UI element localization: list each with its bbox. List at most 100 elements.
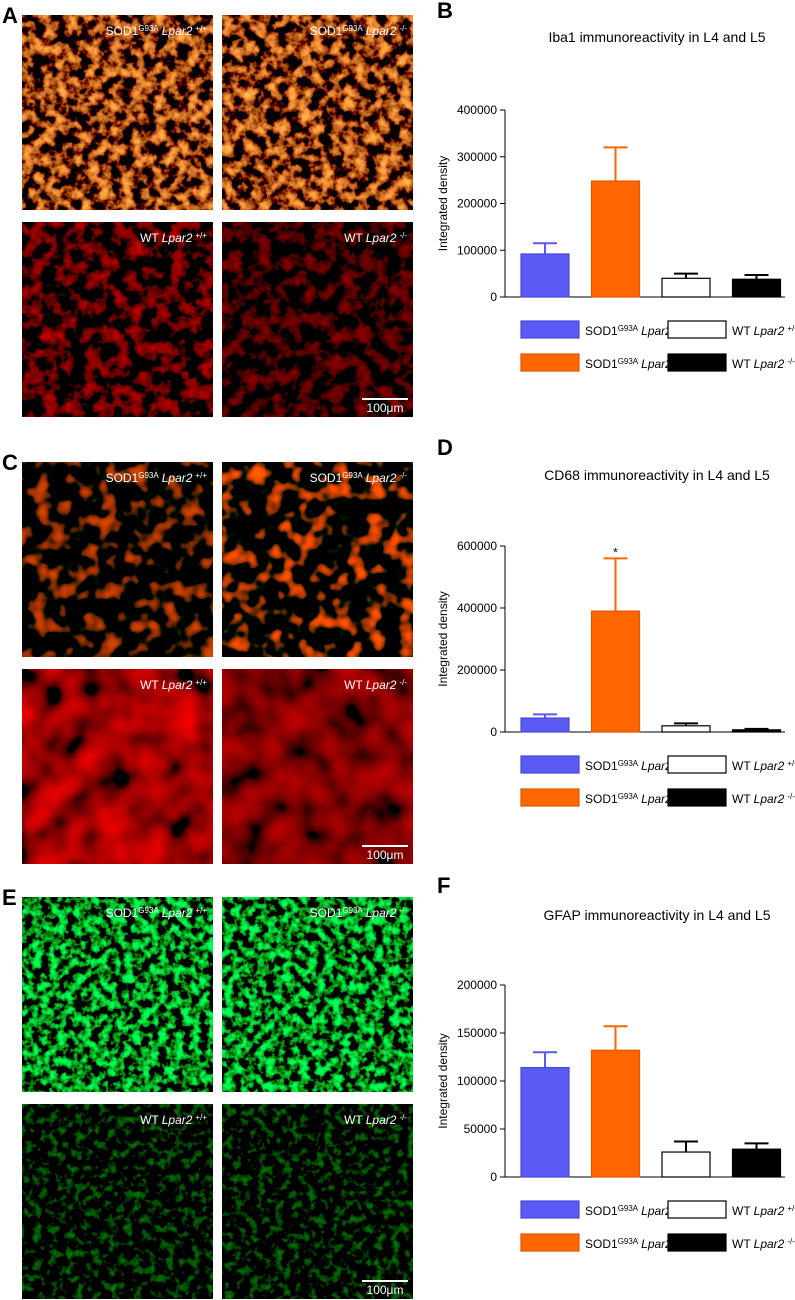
micrograph-signal [22, 669, 213, 864]
text-part: WT [732, 1204, 751, 1218]
image-label: SOD1G93A Lpar2 -/- [310, 471, 408, 486]
image-label: WT Lpar2 +/+ [140, 678, 207, 693]
bar [590, 1049, 641, 1178]
legend-swatch [520, 353, 580, 372]
text-part: WT [732, 357, 751, 371]
bar [731, 729, 782, 733]
text-part: Lpar2 [641, 324, 672, 338]
bar [520, 253, 570, 298]
text-part: G93A [618, 324, 639, 333]
y-axis-label: Integrated density [436, 156, 450, 251]
y-tick-label: 200000 [457, 978, 497, 992]
panel-letter: E [2, 885, 17, 910]
micrograph-signal [22, 222, 213, 417]
text-part: G93A [342, 471, 363, 480]
micrograph-signal [222, 15, 413, 210]
text-part: G93A [342, 24, 363, 33]
y-tick-label: 600000 [457, 539, 497, 553]
image-label: WT Lpar2 -/- [344, 678, 407, 693]
y-tick-label: 50000 [464, 1122, 498, 1136]
text-part: WT [732, 1237, 751, 1251]
chart-title: Iba1 immunoreactivity in L4 and L5 [548, 29, 765, 45]
text-part: WT [344, 231, 363, 245]
annotation: * [613, 545, 618, 559]
text-part: Lpar2 [162, 1113, 193, 1127]
y-tick-label: 200000 [457, 663, 497, 677]
text-part: WT [344, 1113, 363, 1127]
legend-entry: WT Lpar2 -/- [732, 792, 795, 807]
text-part: G93A [138, 906, 159, 915]
text-part: SOD1 [585, 324, 618, 338]
scale-bar-label: 100μm [367, 848, 404, 862]
text-part: -/- [787, 1237, 795, 1246]
text-part: G93A [138, 24, 159, 33]
text-part: +/+ [195, 24, 207, 33]
y-tick-label: 300000 [457, 150, 497, 164]
text-part: Lpar2 [754, 1237, 785, 1251]
bar [731, 1148, 782, 1178]
y-tick-label: 0 [490, 290, 497, 304]
legend-swatch [520, 1233, 580, 1252]
text-part: SOD1 [585, 1237, 618, 1251]
text-part: Lpar2 [366, 24, 397, 38]
panel-letter: D [437, 435, 453, 460]
micrograph-signal [22, 1104, 213, 1299]
legend-entry: WT Lpar2 -/- [732, 357, 795, 372]
text-part: Lpar2 [641, 1237, 672, 1251]
text-part: +/+ [787, 759, 795, 768]
bar [590, 610, 641, 733]
image-label: WT Lpar2 -/- [344, 231, 407, 246]
bar [661, 277, 711, 298]
text-part: Lpar2 [641, 759, 672, 773]
legend-swatch [667, 1233, 727, 1252]
text-part: SOD1 [585, 759, 618, 773]
legend-entry: WT Lpar2 -/- [732, 1237, 795, 1252]
text-part: Lpar2 [366, 906, 397, 920]
legend-swatch [667, 1200, 727, 1219]
panel-letter: C [2, 450, 18, 475]
text-part: Lpar2 [162, 231, 193, 245]
text-part: -/- [787, 357, 795, 366]
scale-bar-label: 100μm [367, 401, 404, 415]
scale-bar-label: 100μm [367, 1283, 404, 1297]
micrograph-signal [222, 462, 413, 657]
bar [661, 725, 711, 733]
image-label: SOD1G93A Lpar2 +/+ [106, 24, 208, 39]
y-tick-label: 100000 [457, 243, 497, 257]
micrograph-signal [22, 897, 213, 1092]
text-part: -/- [399, 678, 407, 687]
text-part: G93A [618, 759, 639, 768]
image-label: SOD1G93A Lpar2 -/- [310, 24, 408, 39]
text-part: G93A [618, 792, 639, 801]
y-tick-label: 150000 [457, 1026, 497, 1040]
legend-swatch [667, 755, 727, 774]
text-part: Lpar2 [754, 324, 785, 338]
image-label: SOD1G93A Lpar2 -/- [310, 906, 408, 921]
y-tick-label: 100000 [457, 1074, 497, 1088]
text-part: G93A [618, 1204, 639, 1213]
text-part: Lpar2 [754, 792, 785, 806]
text-part: SOD1 [585, 357, 618, 371]
text-part: +/+ [787, 1204, 795, 1213]
text-part: Lpar2 [641, 1204, 672, 1218]
micrograph-signal [22, 15, 213, 210]
text-part: SOD1 [310, 471, 343, 485]
text-part: -/- [399, 1113, 407, 1122]
text-part: -/- [399, 906, 407, 915]
text-part: WT [732, 792, 751, 806]
micrograph-signal [222, 222, 413, 417]
image-label: WT Lpar2 +/+ [140, 231, 207, 246]
text-part: +/+ [195, 471, 207, 480]
bar [520, 717, 570, 733]
image-label: SOD1G93A Lpar2 +/+ [106, 471, 208, 486]
text-part: -/- [787, 792, 795, 801]
chart-title: CD68 immunoreactivity in L4 and L5 [544, 467, 770, 483]
legend-swatch [667, 788, 727, 807]
text-part: WT [140, 231, 159, 245]
